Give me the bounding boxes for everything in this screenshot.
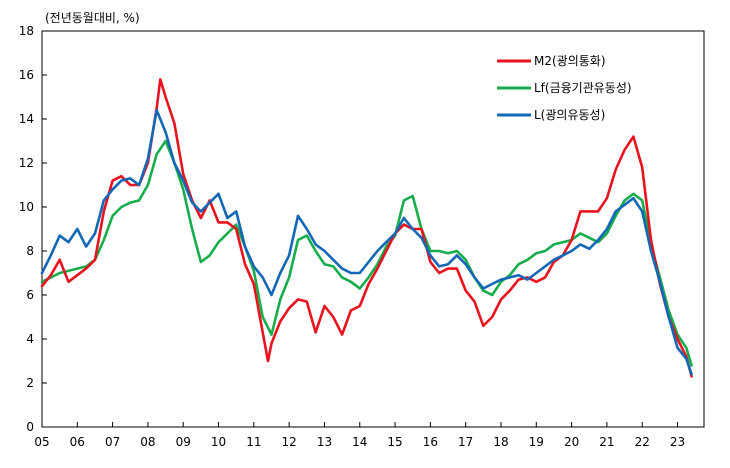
legend-label: L(광의유동성) <box>534 108 605 122</box>
y-tick-label: 4 <box>26 332 34 346</box>
x-tick-label: 15 <box>387 435 402 449</box>
x-tick-label: 11 <box>246 435 261 449</box>
x-tick-label: 17 <box>458 435 473 449</box>
series-line-1 <box>40 139 693 367</box>
x-tick-label: 18 <box>493 435 508 449</box>
legend: M2(광의통화) Lf(금융기관유동성) L(광의유동성) <box>497 54 632 122</box>
y-tick-label: 8 <box>26 244 34 258</box>
y-tick-label: 16 <box>19 68 34 82</box>
y-tick-label: 2 <box>26 376 34 390</box>
series-line-0 <box>40 78 693 378</box>
series-lines <box>40 78 693 378</box>
x-tick-label: 07 <box>105 435 120 449</box>
x-tick-label: 09 <box>176 435 191 449</box>
x-tick-label: 22 <box>635 435 650 449</box>
x-tick-label: 21 <box>599 435 614 449</box>
x-tick-label: 06 <box>70 435 85 449</box>
y-tick-label: 10 <box>19 200 34 214</box>
legend-label: Lf(금융기관유동성) <box>534 81 632 95</box>
x-tick-label: 19 <box>529 435 544 449</box>
x-axis: 05 06 07 08 09 10 11 12 13 14 15 16 17 18 19 20 21 22 23 <box>34 422 685 449</box>
x-tick-label: 10 <box>211 435 226 449</box>
x-tick-label: 20 <box>564 435 579 449</box>
x-tick-label: 16 <box>423 435 438 449</box>
x-tick-label: 12 <box>282 435 297 449</box>
y-tick-label: 0 <box>26 420 34 434</box>
x-tick-label: 23 <box>670 435 685 449</box>
y-tick-label: 18 <box>19 24 34 38</box>
x-tick-label: 13 <box>317 435 332 449</box>
plot-frame <box>41 30 705 428</box>
y-axis-unit-label: (전년동월대비, %) <box>45 11 140 25</box>
y-tick-label: 14 <box>19 112 34 126</box>
series-line-2 <box>40 108 693 376</box>
legend-label: M2(광의통화) <box>534 54 606 68</box>
x-tick-label: 05 <box>34 435 49 449</box>
y-tick-label: 12 <box>19 156 34 170</box>
x-tick-label: 08 <box>140 435 155 449</box>
y-tick-label: 6 <box>26 288 34 302</box>
y-axis: 0 2 4 6 8 10 12 14 16 18 <box>19 24 47 434</box>
x-tick-label: 14 <box>352 435 367 449</box>
